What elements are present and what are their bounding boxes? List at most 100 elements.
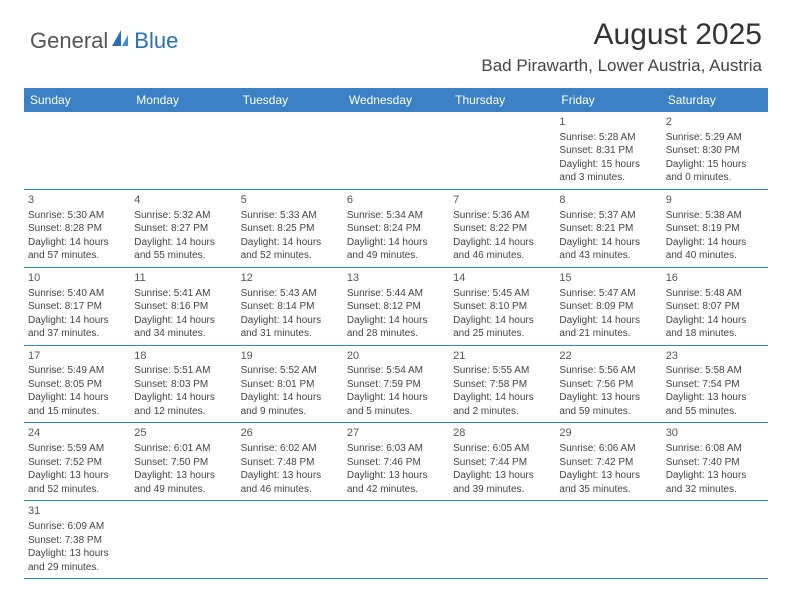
day-number: 29 bbox=[559, 426, 657, 441]
day-number: 22 bbox=[559, 349, 657, 364]
calendar-day-cell: 20Sunrise: 5:54 AMSunset: 7:59 PMDayligh… bbox=[343, 346, 449, 423]
day-number: 3 bbox=[28, 193, 126, 208]
day-info-line: Daylight: 13 hours bbox=[134, 469, 232, 483]
day-info-line: Daylight: 15 hours bbox=[666, 158, 764, 172]
day-info-line: Sunrise: 5:41 AM bbox=[134, 287, 232, 301]
day-info-line: Daylight: 13 hours bbox=[347, 469, 445, 483]
calendar-day-cell bbox=[343, 501, 449, 578]
day-info-line: Sunset: 8:01 PM bbox=[241, 378, 339, 392]
day-info-line: and 0 minutes. bbox=[666, 171, 764, 185]
calendar-day-cell: 13Sunrise: 5:44 AMSunset: 8:12 PMDayligh… bbox=[343, 268, 449, 345]
calendar-day-cell: 7Sunrise: 5:36 AMSunset: 8:22 PMDaylight… bbox=[449, 190, 555, 267]
day-info-line: Sunset: 7:52 PM bbox=[28, 456, 126, 470]
day-info-line: Sunrise: 5:40 AM bbox=[28, 287, 126, 301]
day-info-line: Daylight: 14 hours bbox=[453, 391, 551, 405]
day-info-line: Sunset: 7:50 PM bbox=[134, 456, 232, 470]
day-info-line: and 29 minutes. bbox=[28, 561, 126, 575]
day-info-line: Sunrise: 5:47 AM bbox=[559, 287, 657, 301]
title-block: August 2025 Bad Pirawarth, Lower Austria… bbox=[481, 18, 762, 76]
day-info-line: Sunrise: 5:43 AM bbox=[241, 287, 339, 301]
day-info-line: Daylight: 14 hours bbox=[134, 314, 232, 328]
day-info-line: and 49 minutes. bbox=[347, 249, 445, 263]
calendar-week-row: 10Sunrise: 5:40 AMSunset: 8:17 PMDayligh… bbox=[24, 268, 768, 346]
day-number: 19 bbox=[241, 349, 339, 364]
day-info-line: Sunrise: 6:02 AM bbox=[241, 442, 339, 456]
day-info-line: Sunrise: 6:03 AM bbox=[347, 442, 445, 456]
calendar-day-cell: 21Sunrise: 5:55 AMSunset: 7:58 PMDayligh… bbox=[449, 346, 555, 423]
day-info-line: and 39 minutes. bbox=[453, 483, 551, 497]
day-info-line: Sunrise: 6:08 AM bbox=[666, 442, 764, 456]
calendar-header-cell: Friday bbox=[555, 88, 661, 112]
day-info-line: and 2 minutes. bbox=[453, 405, 551, 419]
day-number: 1 bbox=[559, 115, 657, 130]
day-number: 21 bbox=[453, 349, 551, 364]
day-info-line: Daylight: 14 hours bbox=[347, 236, 445, 250]
day-info-line: Sunset: 8:10 PM bbox=[453, 300, 551, 314]
day-number: 27 bbox=[347, 426, 445, 441]
day-info-line: Daylight: 13 hours bbox=[559, 469, 657, 483]
calendar-day-cell: 9Sunrise: 5:38 AMSunset: 8:19 PMDaylight… bbox=[662, 190, 768, 267]
day-info-line: Sunrise: 5:48 AM bbox=[666, 287, 764, 301]
day-info-line: Sunrise: 5:58 AM bbox=[666, 364, 764, 378]
calendar-day-cell bbox=[24, 112, 130, 189]
day-info-line: Sunset: 7:38 PM bbox=[28, 534, 126, 548]
day-info-line: and 55 minutes. bbox=[666, 405, 764, 419]
month-title: August 2025 bbox=[481, 18, 762, 52]
calendar-day-cell: 22Sunrise: 5:56 AMSunset: 7:56 PMDayligh… bbox=[555, 346, 661, 423]
day-info-line: Daylight: 13 hours bbox=[453, 469, 551, 483]
day-info-line: Sunset: 8:22 PM bbox=[453, 222, 551, 236]
calendar-day-cell: 15Sunrise: 5:47 AMSunset: 8:09 PMDayligh… bbox=[555, 268, 661, 345]
day-info-line: and 49 minutes. bbox=[134, 483, 232, 497]
day-number: 9 bbox=[666, 193, 764, 208]
day-info-line: Sunrise: 5:36 AM bbox=[453, 209, 551, 223]
day-info-line: Sunrise: 5:55 AM bbox=[453, 364, 551, 378]
day-info-line: Sunset: 7:46 PM bbox=[347, 456, 445, 470]
calendar-table: SundayMondayTuesdayWednesdayThursdayFrid… bbox=[24, 88, 768, 579]
day-info-line: and 9 minutes. bbox=[241, 405, 339, 419]
day-info-line: Sunset: 8:12 PM bbox=[347, 300, 445, 314]
day-number: 4 bbox=[134, 193, 232, 208]
day-info-line: Sunrise: 6:06 AM bbox=[559, 442, 657, 456]
day-info-line: and 46 minutes. bbox=[241, 483, 339, 497]
day-info-line: Daylight: 14 hours bbox=[241, 236, 339, 250]
day-number: 28 bbox=[453, 426, 551, 441]
day-number: 24 bbox=[28, 426, 126, 441]
logo: General Blue bbox=[30, 28, 178, 54]
calendar-day-cell bbox=[237, 112, 343, 189]
day-info-line: and 57 minutes. bbox=[28, 249, 126, 263]
day-info-line: Sunset: 7:44 PM bbox=[453, 456, 551, 470]
calendar-week-row: 3Sunrise: 5:30 AMSunset: 8:28 PMDaylight… bbox=[24, 190, 768, 268]
day-info-line: Sunrise: 5:32 AM bbox=[134, 209, 232, 223]
calendar-day-cell: 29Sunrise: 6:06 AMSunset: 7:42 PMDayligh… bbox=[555, 423, 661, 500]
calendar-day-cell: 8Sunrise: 5:37 AMSunset: 8:21 PMDaylight… bbox=[555, 190, 661, 267]
calendar-header-cell: Sunday bbox=[24, 88, 130, 112]
calendar-day-cell: 6Sunrise: 5:34 AMSunset: 8:24 PMDaylight… bbox=[343, 190, 449, 267]
day-info-line: and 37 minutes. bbox=[28, 327, 126, 341]
day-info-line: Sunset: 8:17 PM bbox=[28, 300, 126, 314]
calendar-day-cell: 18Sunrise: 5:51 AMSunset: 8:03 PMDayligh… bbox=[130, 346, 236, 423]
day-info-line: Sunset: 8:19 PM bbox=[666, 222, 764, 236]
calendar-day-cell: 28Sunrise: 6:05 AMSunset: 7:44 PMDayligh… bbox=[449, 423, 555, 500]
day-info-line: Sunrise: 6:01 AM bbox=[134, 442, 232, 456]
day-info-line: Sunrise: 5:29 AM bbox=[666, 131, 764, 145]
day-info-line: Sunset: 8:05 PM bbox=[28, 378, 126, 392]
day-number: 23 bbox=[666, 349, 764, 364]
day-info-line: Daylight: 14 hours bbox=[134, 236, 232, 250]
calendar-day-cell: 4Sunrise: 5:32 AMSunset: 8:27 PMDaylight… bbox=[130, 190, 236, 267]
day-number: 16 bbox=[666, 271, 764, 286]
day-number: 18 bbox=[134, 349, 232, 364]
day-info-line: Sunset: 7:58 PM bbox=[453, 378, 551, 392]
calendar-day-cell: 31Sunrise: 6:09 AMSunset: 7:38 PMDayligh… bbox=[24, 501, 130, 578]
calendar-day-cell bbox=[449, 112, 555, 189]
day-info-line: and 32 minutes. bbox=[666, 483, 764, 497]
day-info-line: Daylight: 14 hours bbox=[453, 236, 551, 250]
day-number: 15 bbox=[559, 271, 657, 286]
calendar-week-row: 24Sunrise: 5:59 AMSunset: 7:52 PMDayligh… bbox=[24, 423, 768, 501]
day-info-line: Daylight: 14 hours bbox=[559, 236, 657, 250]
day-info-line: Daylight: 14 hours bbox=[28, 314, 126, 328]
logo-text-blue: Blue bbox=[134, 28, 178, 54]
calendar-day-cell: 25Sunrise: 6:01 AMSunset: 7:50 PMDayligh… bbox=[130, 423, 236, 500]
day-info-line: Sunset: 8:16 PM bbox=[134, 300, 232, 314]
day-info-line: Sunset: 8:27 PM bbox=[134, 222, 232, 236]
calendar-header-row: SundayMondayTuesdayWednesdayThursdayFrid… bbox=[24, 88, 768, 112]
